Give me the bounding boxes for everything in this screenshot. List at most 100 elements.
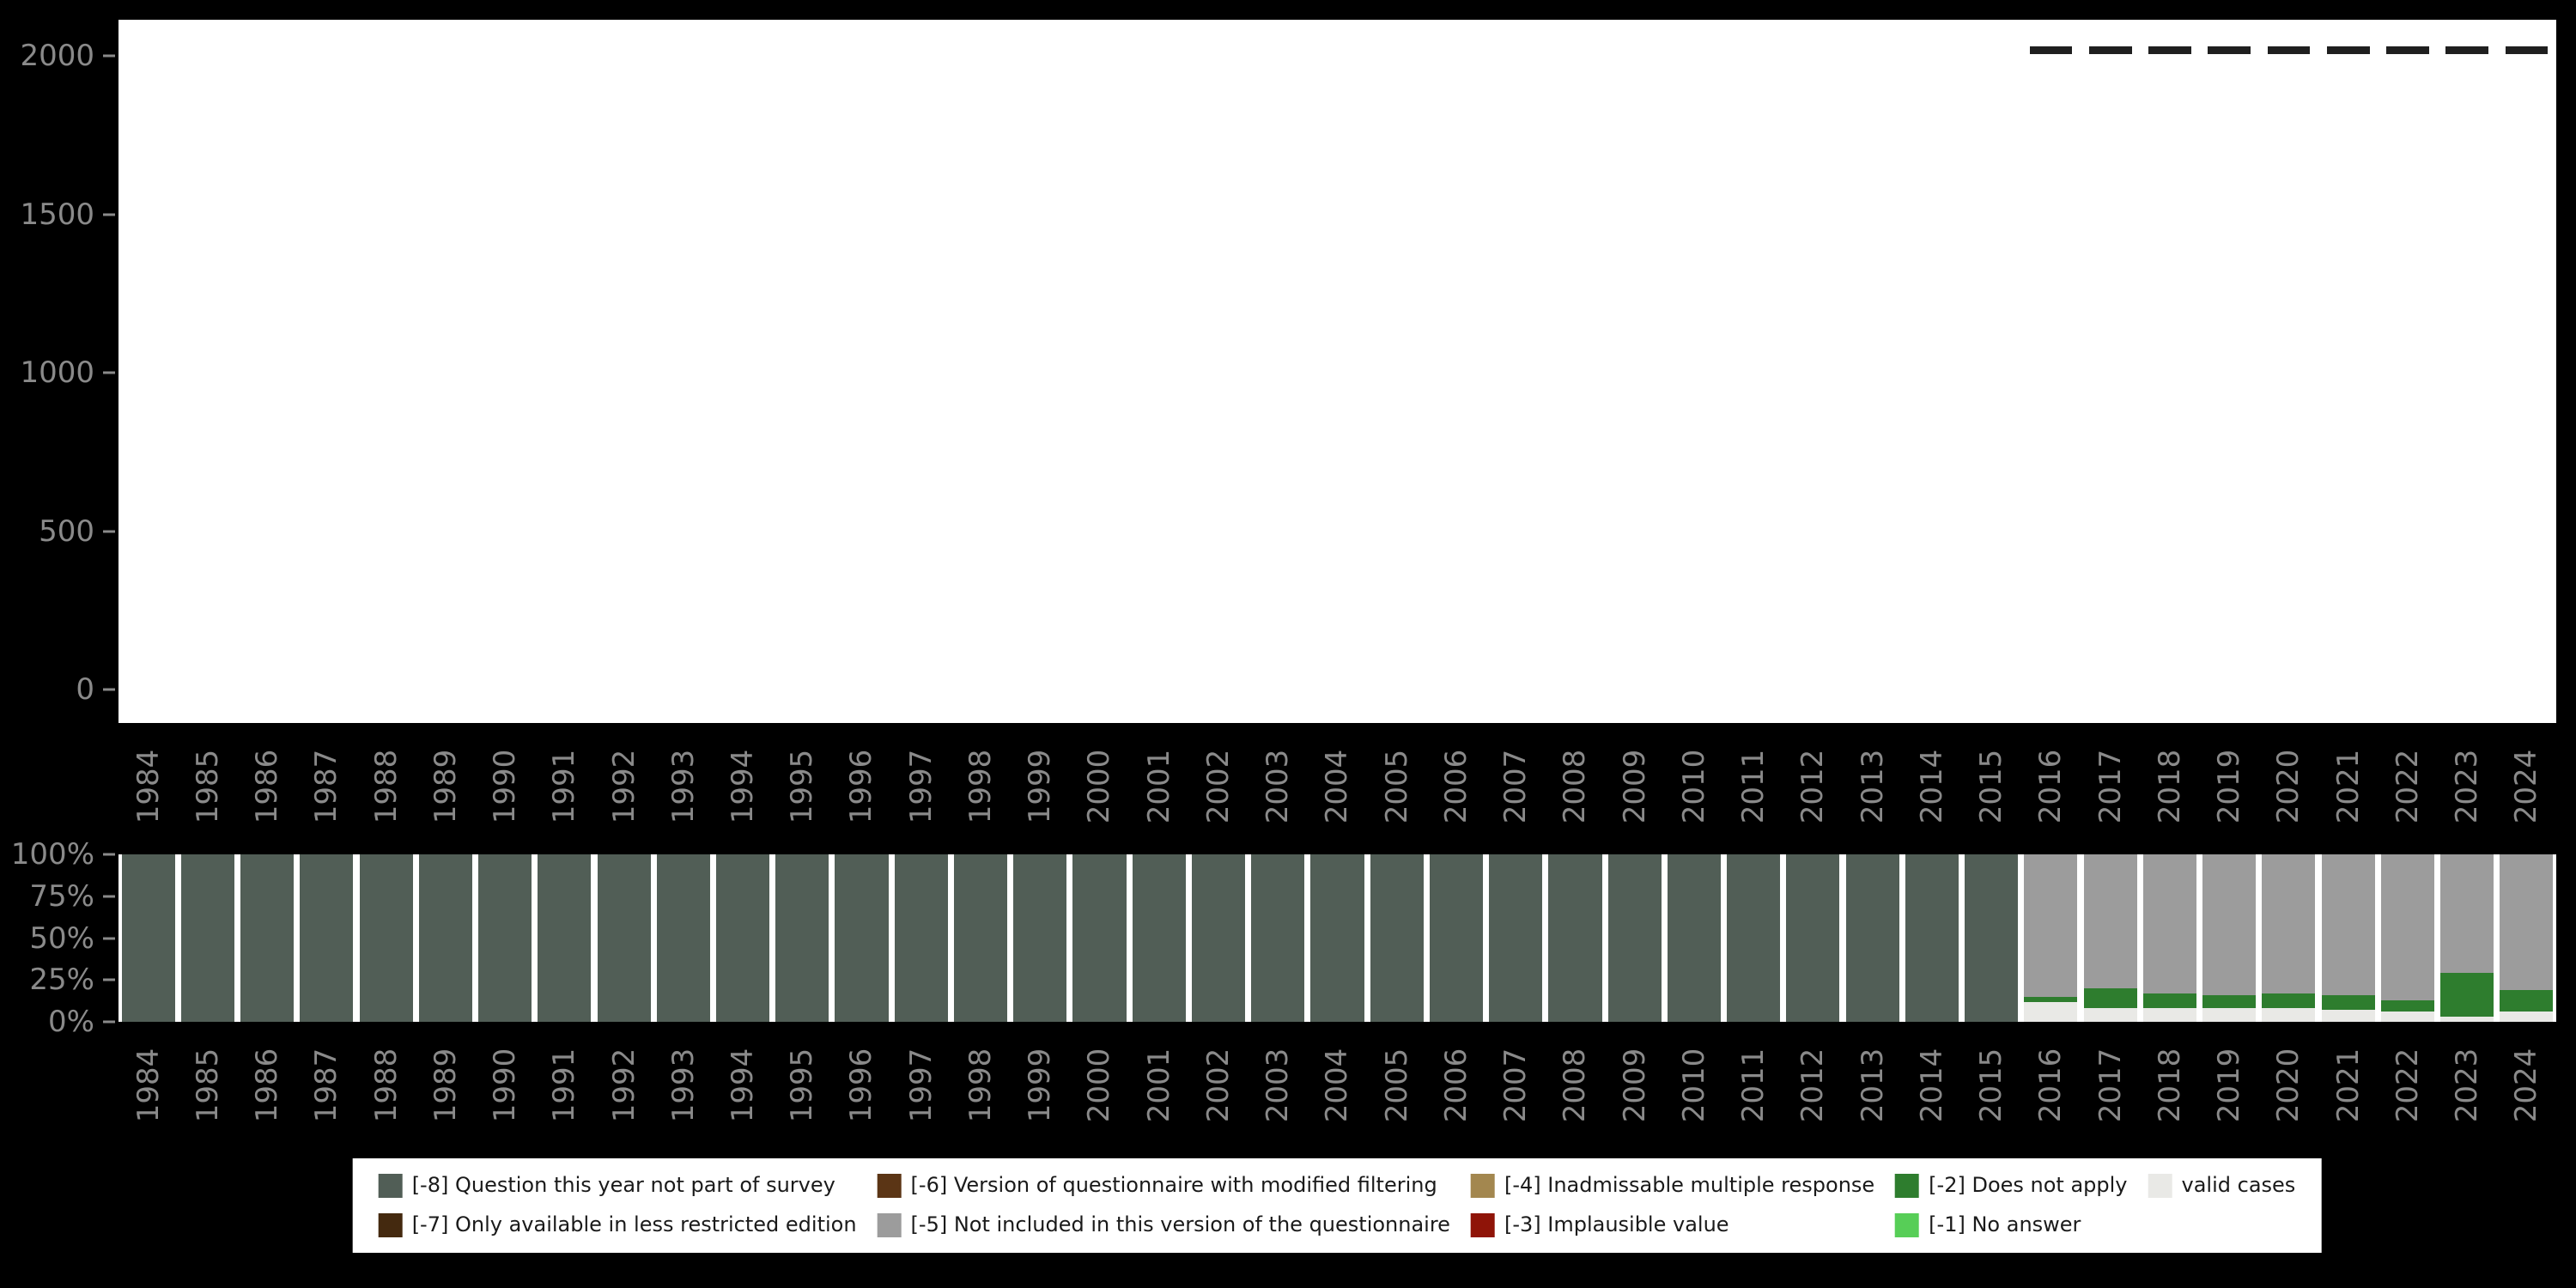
year-label-text: 1993 <box>665 749 701 824</box>
percent-tick-mark <box>103 1020 115 1024</box>
year-stacked-bar <box>240 854 295 1022</box>
year-label-text: 1987 <box>309 749 344 824</box>
x-axis-tick-label: 1996 <box>832 1029 891 1142</box>
legend-key-swatch <box>877 1213 902 1237</box>
year-stacked-bar <box>2083 854 2137 1022</box>
x-axis-tick-label: 1990 <box>476 730 535 843</box>
year-label-text: 2009 <box>1617 1048 1652 1123</box>
year-stacked-bar <box>953 854 1008 1022</box>
bar-segment-valid <box>2321 1010 2375 1022</box>
bar-segment-m8 <box>121 854 175 1022</box>
x-axis-tick-label: 2007 <box>1486 730 1546 843</box>
bar-segment-m8 <box>1191 854 1246 1022</box>
percent-tick-mark <box>103 853 115 856</box>
y-axis-tick-label: 500 <box>39 513 94 549</box>
year-stacked-bar <box>300 854 354 1022</box>
observations-dash <box>2386 46 2429 54</box>
year-label-text: 2002 <box>1200 749 1236 824</box>
year-stacked-bar <box>656 854 710 1022</box>
y-axis-tick-label: 0 <box>76 672 94 708</box>
x-axis-tick-label: 2011 <box>1724 730 1783 843</box>
year-label-text: 2017 <box>2093 749 2128 824</box>
bar-segment-m8 <box>180 854 234 1022</box>
x-axis-tick-label: 2014 <box>1902 1029 1961 1142</box>
year-stacked-bar <box>180 854 234 1022</box>
year-stacked-bar <box>2380 854 2434 1022</box>
bar-segment-valid <box>2202 1008 2257 1022</box>
absolute-x-axis: 1984 1985 1986 1987 1988 1989 1990 1991 1992 1993… <box>118 730 2556 843</box>
observations-dash <box>2029 46 2073 54</box>
year-label-text: 1984 <box>131 1048 166 1123</box>
year-label-text: 1985 <box>190 749 225 824</box>
x-axis-tick-label: 2019 <box>2200 730 2259 843</box>
x-axis-tick-label: 1994 <box>713 1029 772 1142</box>
x-axis-tick-label: 1993 <box>653 1029 713 1142</box>
year-label-text: 1985 <box>190 1048 225 1123</box>
legend-item: [-2] Does not apply <box>1895 1173 2128 1198</box>
year-stacked-bar <box>1965 854 2019 1022</box>
year-label-text: 2007 <box>1498 749 1534 824</box>
x-axis-tick-label: 2005 <box>1367 730 1426 843</box>
year-label-text: 2020 <box>2271 1048 2306 1123</box>
year-stacked-bar <box>1310 854 1364 1022</box>
bar-segment-m2 <box>2500 989 2554 1012</box>
year-label-text: 1988 <box>368 1048 404 1123</box>
x-axis-tick-label: 2003 <box>1249 730 1308 843</box>
legend-key-swatch <box>877 1174 902 1198</box>
bar-segment-m8 <box>953 854 1008 1022</box>
legend-item-label: [-3] Implausible value <box>1504 1212 1729 1237</box>
year-stacked-bar <box>1905 854 1959 1022</box>
year-label-text: 1989 <box>428 749 463 824</box>
x-axis-tick-label: 2023 <box>2438 1029 2497 1142</box>
x-axis-tick-label: 2004 <box>1308 1029 1367 1142</box>
year-label-text: 2014 <box>1914 749 1949 824</box>
year-label-text: 1994 <box>725 1048 760 1123</box>
bar-segment-valid <box>2440 1017 2494 1022</box>
legend-item: valid cases <box>2148 1173 2296 1198</box>
legend-key-swatch <box>1895 1174 1920 1198</box>
bar-segment-m8 <box>1132 854 1186 1022</box>
percent-x-axis: 1984 1985 1986 1987 1988 1989 1990 1991 1992 1993… <box>118 1029 2556 1142</box>
x-axis-tick-label: 2004 <box>1308 730 1367 843</box>
bar-segment-valid <box>2262 1008 2316 1022</box>
year-label-text: 1998 <box>963 1048 998 1123</box>
bar-segment-m8 <box>1667 854 1721 1022</box>
year-stacked-bar <box>1845 854 1899 1022</box>
year-label-text: 1995 <box>785 1048 820 1123</box>
year-label-text: 1984 <box>131 749 166 824</box>
bar-segment-m2 <box>2440 973 2494 1018</box>
bar-segment-m5 <box>2380 854 2434 1000</box>
year-label-text: 1996 <box>844 749 879 824</box>
year-label-text: 1998 <box>963 749 998 824</box>
x-axis-tick-label: 1989 <box>416 1029 475 1142</box>
year-stacked-bar <box>2500 854 2554 1022</box>
year-label-text: 2004 <box>1320 749 1355 824</box>
year-label-text: 1988 <box>368 749 404 824</box>
x-axis-tick-label: 1989 <box>416 730 475 843</box>
x-axis-tick-label: 2000 <box>1070 1029 1129 1142</box>
x-axis-tick-label: 1985 <box>178 730 237 843</box>
legend-item-label: [-2] Does not apply <box>1929 1173 2128 1198</box>
x-axis-tick-label: 2010 <box>1664 730 1723 843</box>
year-label-text: 2018 <box>2152 1048 2187 1123</box>
year-label-text: 2020 <box>2271 749 2306 824</box>
legend-item: [-4] Inadmissable multiple response <box>1470 1174 1874 1198</box>
x-axis-tick-label: 2009 <box>1605 730 1664 843</box>
year-label-text: 2023 <box>2450 749 2485 824</box>
x-axis-tick-label: 2020 <box>2259 1029 2318 1142</box>
year-label-text: 2005 <box>1379 1048 1414 1123</box>
legend-item: [-1] No answer <box>1895 1213 2127 1237</box>
x-axis-tick-label: 1984 <box>118 1029 178 1142</box>
year-label-text: 1999 <box>1023 1048 1058 1123</box>
legend-item-label: valid cases <box>2181 1173 2296 1198</box>
bar-segment-m8 <box>715 854 770 1022</box>
x-axis-tick-label: 2008 <box>1546 1029 1605 1142</box>
bar-segment-m5 <box>2262 854 2316 993</box>
x-axis-tick-label: 1992 <box>594 730 653 843</box>
bar-segment-m5 <box>2202 854 2257 995</box>
year-stacked-bar <box>1786 854 1840 1022</box>
year-label-text: 1990 <box>488 1048 523 1123</box>
year-label-text: 2024 <box>2509 749 2544 824</box>
bar-segment-m5 <box>2500 854 2554 990</box>
bar-segment-m2 <box>2380 999 2434 1012</box>
